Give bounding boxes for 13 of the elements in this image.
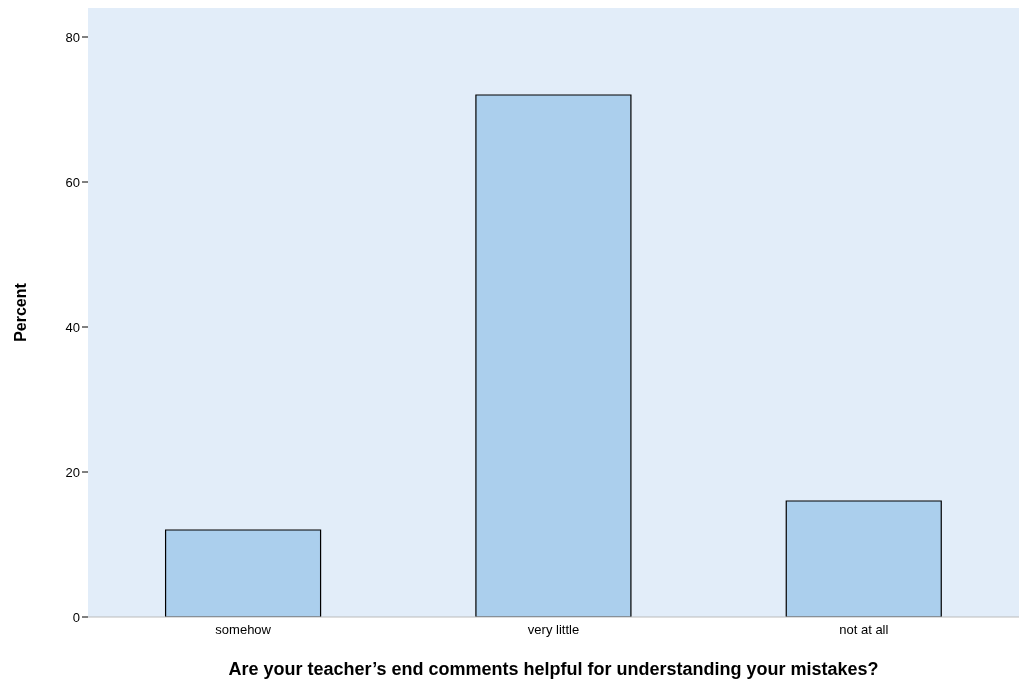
- bar: [785, 500, 942, 617]
- y-tick-label: 20: [65, 464, 80, 480]
- y-tick-label: 40: [65, 319, 80, 335]
- bar: [164, 529, 322, 617]
- y-tick-label: 60: [65, 174, 80, 190]
- y-tick-label: 80: [65, 29, 80, 45]
- y-tick-label: 0: [72, 609, 80, 625]
- x-tick-label: somehow: [215, 622, 272, 638]
- x-axis-title: Are your teacher’s end comments helpful for understanding your mistakes?: [228, 659, 879, 679]
- y-axis-title: Percent: [11, 282, 29, 342]
- x-tick-label: not at all: [839, 622, 889, 638]
- x-tick-label: very little: [527, 622, 580, 638]
- bar: [475, 94, 632, 617]
